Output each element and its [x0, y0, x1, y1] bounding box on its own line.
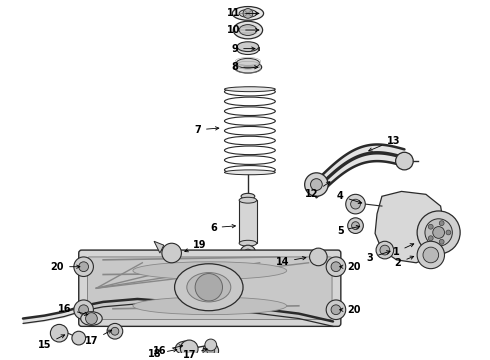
Circle shape [395, 152, 413, 170]
Text: 15: 15 [38, 335, 65, 350]
Text: 20: 20 [340, 262, 361, 272]
Text: 17: 17 [183, 348, 207, 360]
Text: 16: 16 [58, 304, 88, 315]
Circle shape [74, 257, 94, 276]
Circle shape [348, 218, 364, 233]
Circle shape [376, 241, 393, 259]
Text: 10: 10 [226, 25, 259, 35]
Circle shape [380, 245, 390, 255]
Circle shape [428, 236, 433, 241]
Text: 13: 13 [368, 136, 400, 151]
Text: 14: 14 [275, 257, 306, 267]
Ellipse shape [234, 61, 262, 73]
Text: 6: 6 [210, 222, 235, 233]
Text: 2: 2 [395, 256, 414, 268]
Circle shape [180, 340, 198, 357]
Ellipse shape [224, 87, 275, 92]
Circle shape [326, 257, 346, 276]
Circle shape [79, 262, 89, 271]
Ellipse shape [236, 58, 260, 68]
Text: 11: 11 [226, 8, 259, 18]
Circle shape [203, 343, 219, 359]
Text: 5: 5 [337, 225, 360, 235]
Circle shape [180, 342, 192, 354]
Ellipse shape [237, 42, 259, 51]
Text: 3: 3 [367, 251, 390, 263]
Circle shape [195, 274, 222, 301]
Circle shape [162, 243, 181, 263]
Ellipse shape [239, 24, 257, 35]
Ellipse shape [241, 193, 255, 199]
Circle shape [346, 194, 365, 214]
Circle shape [446, 230, 451, 235]
Circle shape [244, 249, 252, 257]
Ellipse shape [232, 6, 264, 20]
Circle shape [331, 262, 341, 271]
Circle shape [111, 327, 119, 335]
Circle shape [243, 9, 253, 18]
Text: 9: 9 [231, 44, 255, 54]
Text: 1: 1 [393, 244, 414, 257]
Ellipse shape [81, 312, 102, 325]
Text: 4: 4 [337, 191, 362, 204]
Ellipse shape [239, 9, 257, 17]
FancyBboxPatch shape [88, 257, 332, 320]
Ellipse shape [133, 297, 287, 315]
Circle shape [352, 222, 360, 230]
Circle shape [417, 241, 444, 269]
Ellipse shape [187, 273, 231, 302]
Circle shape [423, 247, 439, 263]
Circle shape [428, 224, 433, 229]
Circle shape [240, 245, 256, 261]
Circle shape [79, 305, 89, 315]
Circle shape [50, 324, 68, 342]
Bar [239, 200, 257, 243]
Text: 19: 19 [185, 240, 207, 252]
Circle shape [331, 305, 341, 315]
Ellipse shape [175, 341, 197, 355]
Text: 7: 7 [194, 125, 219, 135]
Text: 17: 17 [85, 330, 112, 346]
Circle shape [74, 300, 94, 320]
Circle shape [205, 339, 217, 351]
Ellipse shape [224, 170, 275, 175]
Circle shape [311, 179, 322, 190]
Circle shape [417, 211, 460, 254]
Circle shape [439, 221, 444, 226]
Circle shape [72, 331, 86, 345]
Circle shape [107, 323, 123, 339]
Ellipse shape [174, 264, 243, 311]
Ellipse shape [133, 262, 287, 279]
Circle shape [326, 300, 346, 320]
Circle shape [351, 199, 361, 209]
Circle shape [310, 248, 327, 266]
Polygon shape [154, 241, 164, 253]
Text: 18: 18 [148, 348, 177, 359]
Text: 16: 16 [153, 345, 183, 356]
Ellipse shape [239, 240, 257, 246]
Text: 8: 8 [231, 62, 258, 72]
Text: 20: 20 [50, 262, 80, 272]
Circle shape [207, 347, 215, 355]
Circle shape [439, 239, 444, 244]
Text: 20: 20 [340, 305, 361, 315]
FancyBboxPatch shape [79, 250, 341, 327]
Text: 12: 12 [305, 182, 330, 199]
Circle shape [433, 226, 444, 238]
Circle shape [305, 173, 328, 196]
Polygon shape [375, 192, 443, 263]
Ellipse shape [233, 21, 263, 39]
Ellipse shape [237, 45, 259, 54]
Circle shape [86, 313, 98, 324]
Ellipse shape [239, 197, 257, 203]
Circle shape [425, 219, 452, 246]
